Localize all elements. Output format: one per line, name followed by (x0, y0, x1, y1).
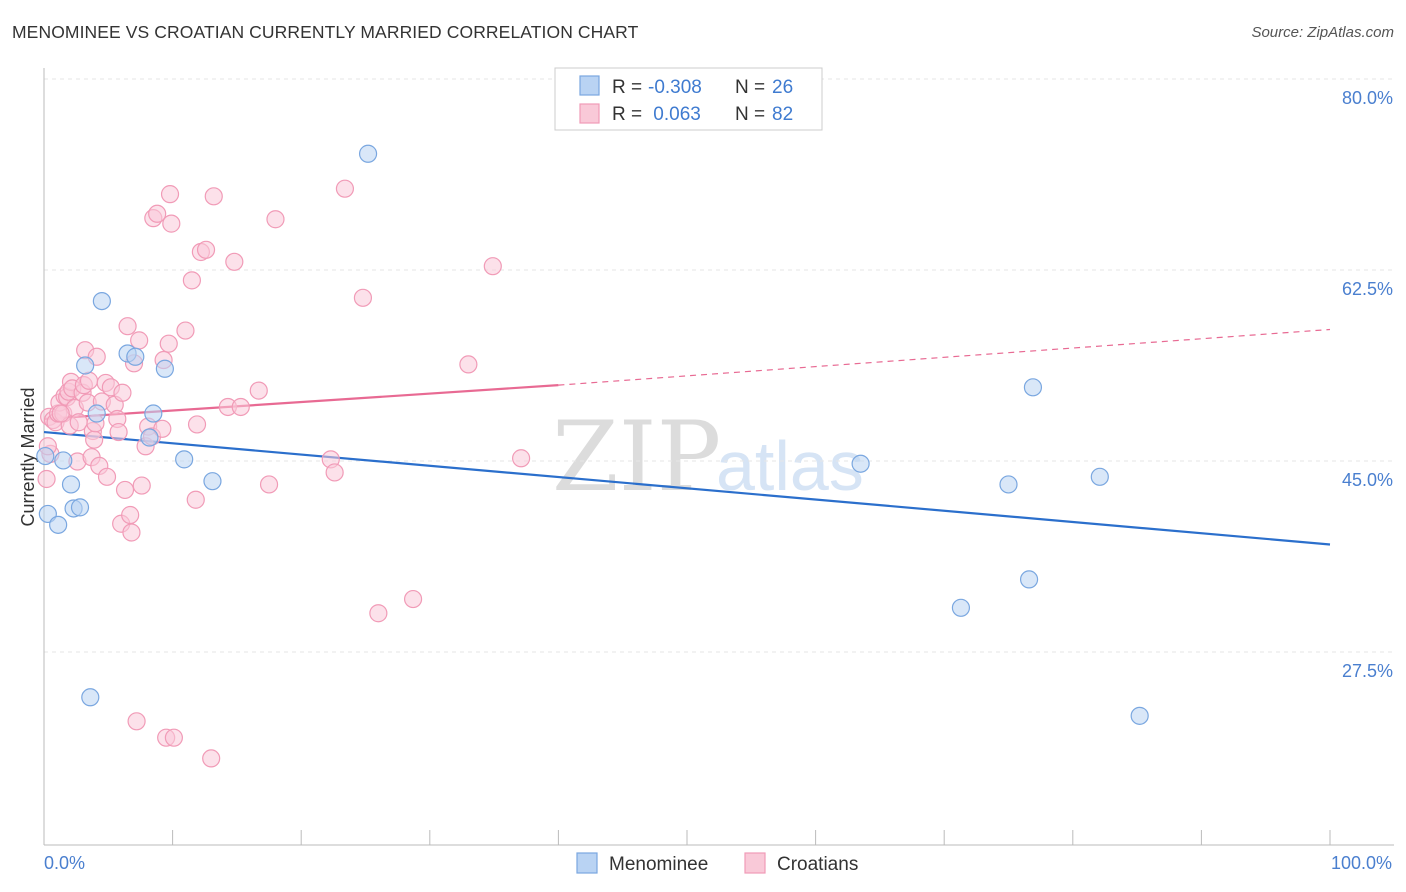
croatians-point-62 (196, 240, 216, 259)
stats-legend: R = -0.308 N = 26 R = 0.063 N = 82 (554, 67, 823, 131)
croatians-point-50 (153, 419, 172, 438)
menominee-point-6 (76, 356, 95, 375)
legend-r-value-menominee: -0.308 (648, 77, 702, 98)
menominee-point-22 (1023, 378, 1043, 397)
y-axis-tick-labels: 80.0% 62.5% 45.0% 27.5% (1342, 88, 1393, 681)
croatians-point-78 (483, 257, 502, 276)
trend-line-croatians-extension (558, 328, 1331, 386)
legend-r-label-menominee: R = (612, 77, 642, 98)
croatians-point-72 (325, 463, 344, 482)
croatians-point-49 (148, 204, 167, 223)
croatians-point-58 (182, 271, 201, 290)
croatians-point-37 (115, 480, 135, 500)
menominee-point-21 (1019, 570, 1039, 589)
series-croatians-points (37, 179, 531, 768)
bottom-legend-swatch-menominee (576, 852, 598, 874)
menominee-point-1 (49, 515, 68, 534)
croatians-point-38 (118, 317, 137, 336)
chart-source: Source: ZipAtlas.com (1251, 24, 1394, 41)
series-menominee-points (36, 144, 1149, 725)
bottom-legend-label-menominee: Menominee (609, 854, 708, 875)
legend-swatch-croatians (579, 103, 600, 124)
y-tick-label-3: 27.5% (1342, 661, 1393, 681)
legend-r-label-croatians: R = (612, 104, 642, 125)
y-axis-label: Currently Married (18, 387, 38, 526)
menominee-point-24 (1130, 706, 1149, 725)
trend-lines (43, 328, 1331, 546)
menominee-point-3 (61, 475, 81, 494)
croatians-point-42 (127, 712, 146, 731)
y-tick-label-1: 62.5% (1342, 279, 1393, 299)
croatians-point-64 (204, 187, 223, 206)
croatians-point-79 (512, 449, 531, 468)
croatians-point-57 (176, 321, 195, 340)
menominee-point-18 (851, 454, 870, 473)
croatians-point-55 (162, 214, 181, 233)
croatians-point-59 (186, 490, 205, 509)
chart-title: MENOMINEE VS CROATIAN CURRENTLY MARRIED … (12, 22, 639, 42)
legend-n-value-menominee: 26 (772, 77, 793, 98)
croatians-point-76 (403, 589, 423, 609)
legend-swatch-menominee (579, 75, 600, 96)
croatians-point-70 (266, 210, 285, 229)
trend-line-menominee (43, 430, 1331, 546)
menominee-point-5 (70, 498, 90, 517)
menominee-point-13 (144, 404, 163, 423)
x-tick-label-max: 100.0% (1331, 853, 1392, 873)
menominee-point-17 (358, 144, 378, 163)
croatians-point-69 (259, 475, 279, 494)
x-axis-ticks (43, 830, 1331, 845)
x-tick-label-min: 0.0% (44, 853, 85, 873)
menominee-point-25 (36, 446, 55, 466)
watermark-zip: ZIP (552, 401, 721, 513)
croatians-point-30 (97, 467, 117, 486)
croatians-point-40 (122, 523, 141, 542)
series-legend: Menominee Croatians (576, 852, 858, 875)
y-tick-label-0: 80.0% (1342, 88, 1393, 108)
croatians-point-73 (335, 179, 355, 198)
legend-n-value-croatians: 82 (772, 104, 793, 125)
croatians-point-56 (164, 728, 183, 747)
croatians-point-75 (369, 604, 388, 623)
gridlines (44, 78, 1394, 653)
watermark: ZIP atlas (552, 401, 864, 513)
croatians-point-34 (109, 422, 128, 442)
croatians-point-67 (231, 397, 250, 417)
croatians-point-0 (37, 469, 56, 489)
croatians-point-60 (187, 415, 207, 434)
croatians-point-44 (132, 476, 151, 495)
menominee-point-12 (140, 428, 159, 447)
croatians-point-53 (159, 334, 178, 353)
croatians-point-21 (79, 371, 99, 390)
menominee-point-16 (203, 472, 222, 491)
menominee-point-15 (175, 450, 194, 469)
menominee-point-2 (54, 451, 73, 470)
bottom-legend-label-croatians: Croatians (777, 854, 858, 875)
menominee-point-9 (92, 291, 111, 311)
croatians-point-68 (249, 381, 268, 400)
menominee-point-8 (87, 404, 106, 423)
croatians-point-81 (51, 404, 70, 423)
menominee-point-7 (81, 688, 100, 707)
trend-line-croatians (43, 384, 559, 421)
y-tick-label-2: 45.0% (1342, 470, 1393, 490)
menominee-point-14 (155, 359, 174, 378)
menominee-point-19 (951, 598, 971, 617)
bottom-legend-swatch-croatians (744, 852, 766, 874)
menominee-point-11 (126, 347, 145, 366)
menominee-point-23 (1090, 467, 1109, 486)
croatians-point-74 (353, 288, 373, 307)
croatians-point-63 (202, 749, 221, 768)
croatians-point-77 (459, 355, 478, 374)
menominee-point-20 (999, 475, 1018, 494)
croatians-point-36 (113, 383, 132, 402)
legend-r-value-croatians: 0.063 (648, 104, 701, 125)
legend-n-label-menominee: N = (735, 77, 765, 98)
croatians-point-54 (160, 185, 180, 204)
croatians-point-39 (121, 505, 140, 525)
croatians-point-66 (225, 252, 244, 271)
croatians-point-24 (85, 430, 104, 449)
legend-n-label-croatians: N = (735, 104, 765, 125)
